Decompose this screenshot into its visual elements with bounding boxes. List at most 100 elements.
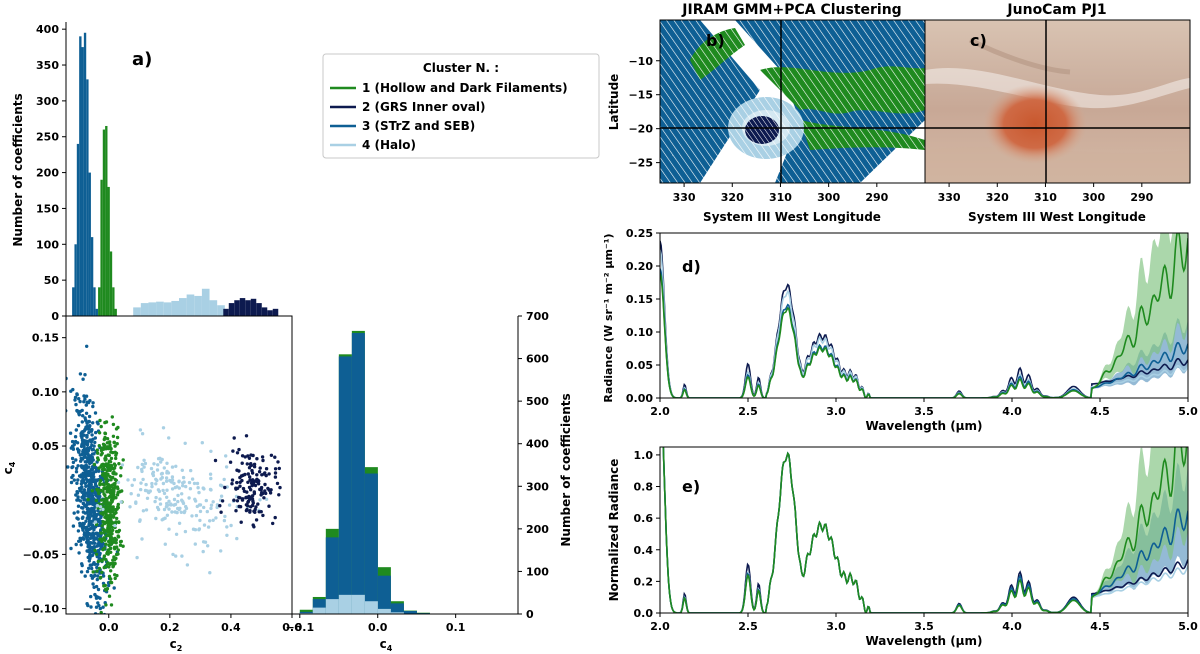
scatter-point: [104, 534, 109, 538]
scatter-point: [262, 472, 266, 476]
scatter-point: [81, 433, 85, 437]
scatter-point: [154, 495, 158, 500]
scatter-point: [105, 445, 110, 449]
scatter-point: [80, 475, 85, 480]
scatter-point: [80, 420, 85, 424]
scatter-point: [88, 438, 92, 442]
spectrum-xtick-label: 3.0: [826, 405, 846, 418]
scatter-point: [161, 481, 166, 486]
scatter-point: [255, 477, 259, 482]
map-jiram-xticks: 330 320 310 300 290: [673, 183, 889, 204]
scatter-point: [111, 505, 115, 509]
scatter-point: [102, 492, 106, 496]
histogram-c2-bar: [250, 298, 257, 316]
map-jiram-image: [660, 20, 925, 183]
scatter-point: [89, 573, 93, 578]
scatter-point: [140, 432, 145, 436]
histogram-c4-xticks: −0.1 0.0 0.1: [285, 614, 465, 634]
histogram-c4-bar: [364, 601, 378, 614]
scatter-point: [98, 418, 102, 423]
scatter-point: [218, 504, 222, 508]
scatter-point: [208, 472, 213, 476]
scatter-point: [115, 516, 119, 521]
spectrum-uncertainty-band: [1082, 318, 1188, 398]
scatter-point: [83, 503, 87, 508]
histogram-c2-ytick-label: 400: [36, 23, 59, 36]
scatter-point: [80, 480, 85, 485]
histogram-c4-xtick-label: 0.1: [446, 621, 466, 634]
scatter-point: [134, 501, 138, 505]
scatter-point: [72, 511, 76, 515]
scatter-point: [91, 532, 95, 536]
spectrum-ytick-label: 0.6: [634, 512, 654, 525]
scatter-point: [209, 488, 213, 492]
scatter-point: [109, 456, 114, 461]
histogram-c2-bar: [171, 300, 179, 316]
scatter-point: [193, 528, 198, 532]
scatter-point: [97, 444, 102, 448]
scatter-point: [86, 513, 90, 517]
scatter-point: [142, 465, 146, 469]
map-xtick-label: 320: [721, 191, 744, 204]
scatter-point: [143, 461, 148, 466]
scatter-point: [195, 504, 199, 509]
scatter-point: [202, 487, 206, 491]
scatter-point: [249, 463, 254, 468]
scatter-point: [89, 484, 93, 488]
scatter-point: [140, 537, 144, 541]
scatter-point: [209, 506, 213, 511]
scatter-point: [97, 566, 102, 571]
scatter-point: [90, 428, 94, 432]
scatter-point: [138, 428, 143, 432]
scatter-point: [150, 484, 154, 489]
scatter-point: [135, 555, 139, 560]
scatter-point: [99, 453, 103, 457]
scatter-point: [267, 488, 271, 492]
scatter-point: [244, 434, 249, 438]
scatter-point: [105, 528, 109, 533]
scatter-point: [76, 517, 80, 521]
spectrum-ytick-label: 1.0: [634, 449, 654, 462]
panel-label-e: e): [682, 477, 700, 496]
scatter-point: [118, 540, 123, 544]
scatter-point: [86, 555, 90, 560]
histogram-c4-bar: [299, 611, 313, 614]
scatter-point: [77, 397, 81, 401]
map-jiram-grs-oval: [745, 116, 779, 144]
spectrum-ytick-label: 0.25: [626, 227, 653, 240]
histogram-c4-bar: [338, 356, 352, 614]
scatter-point: [174, 532, 179, 536]
scatter-point: [109, 577, 113, 581]
panel-scatter: 0.0 0.2 0.4 0.6 0.150.100.050.00−0.05−0.10 …: [1, 315, 302, 653]
scatter-point: [109, 450, 113, 454]
scatter-point: [225, 533, 229, 537]
scatter-point: [246, 480, 250, 484]
scatter-point: [83, 466, 87, 470]
radiance-ylabel: Radiance (W sr⁻¹ m⁻² μm⁻¹): [602, 233, 615, 402]
scatter-point: [151, 473, 156, 478]
scatter-point: [222, 477, 226, 482]
scatter-point: [244, 508, 249, 513]
scatter-point: [252, 462, 257, 466]
scatter-point: [264, 467, 269, 471]
scatter-point: [98, 576, 103, 580]
scatter-point: [95, 517, 99, 522]
scatter-point: [260, 491, 264, 495]
scatter-point: [121, 458, 125, 462]
scatter-point: [235, 536, 239, 541]
scatter-point: [181, 500, 185, 504]
scatter-point: [139, 481, 143, 485]
scatter-point: [86, 449, 91, 453]
scatter-point: [95, 448, 100, 452]
histogram-c4-xtick-label: 0.0: [368, 621, 388, 634]
scatter-point: [90, 433, 94, 437]
scatter-point: [107, 574, 112, 579]
scatter-point: [102, 531, 106, 535]
scatter-point: [102, 521, 106, 525]
scatter-point: [107, 583, 111, 588]
scatter-point: [78, 372, 83, 376]
scatter-point: [90, 566, 94, 571]
scatter-point: [104, 486, 108, 490]
scatter-point: [105, 497, 109, 501]
histogram-c4-bar: [390, 612, 404, 614]
